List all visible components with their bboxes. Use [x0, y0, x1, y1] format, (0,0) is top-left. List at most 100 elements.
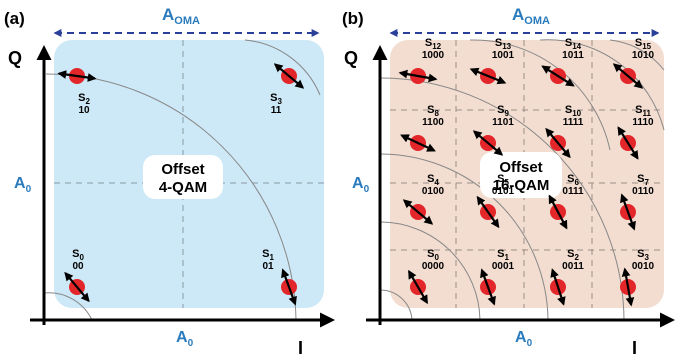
symbol-label: S0 — [72, 248, 84, 262]
panel-a-center-line2: 4-QAM — [159, 179, 207, 196]
symbol-code: 1001 — [492, 50, 515, 61]
panel-b-constellation: S00000S10001S20011S30010S40100S50101S601… — [398, 37, 655, 307]
phase-noise-arrow — [408, 269, 428, 305]
panel-a-a0-bottom: A0 — [176, 329, 194, 349]
phase-noise-arrow — [398, 69, 438, 83]
phase-noise-arrow — [480, 268, 496, 306]
symbol-code: 0111 — [562, 186, 584, 197]
symbol-code: 1110 — [632, 117, 654, 128]
phase-noise-arrow — [621, 267, 635, 307]
symbol-label: S9 — [497, 104, 509, 118]
symbol-code: 1011 — [562, 50, 584, 61]
symbol-code: 1010 — [632, 50, 655, 61]
symbol-label: S6 — [567, 173, 579, 187]
panel-b-oma-label: AOMA — [512, 5, 550, 27]
symbol-label: S10 — [565, 104, 582, 118]
symbol-code: 0011 — [562, 261, 584, 272]
phase-noise-arrow — [57, 70, 97, 82]
symbol-code: 1100 — [422, 117, 444, 128]
phase-noise-arrow — [469, 67, 507, 85]
panel-b-i-label: I — [632, 338, 637, 358]
phase-noise-arrow — [400, 134, 436, 152]
panel-a-i-label: I — [298, 338, 303, 358]
symbol-code: 0010 — [632, 261, 655, 272]
symbol-code: 1111 — [563, 117, 584, 128]
symbol-label: S7 — [637, 173, 649, 187]
panel-a-oma-label: AOMA — [162, 5, 200, 27]
panel-a-label: (a) — [4, 9, 25, 28]
panel-b-label: (b) — [342, 9, 364, 28]
panel-a-a0-left: A0 — [14, 175, 32, 195]
symbol-code: 0001 — [492, 261, 515, 272]
phase-noise-arrow — [541, 65, 575, 87]
symbol-label: S3 — [270, 92, 282, 106]
panel-a-arc-top — [244, 39, 321, 96]
symbol-label: S13 — [495, 37, 512, 51]
phase-noise-arrow — [617, 126, 639, 160]
phase-noise-arrow — [273, 63, 305, 89]
panel-a-center-line1: Offset — [161, 161, 204, 178]
symbol-label: S5 — [497, 173, 509, 187]
phase-noise-arrow — [545, 127, 571, 159]
symbol-label: S8 — [427, 104, 439, 118]
symbol-code: 01 — [262, 261, 274, 272]
phase-noise-arrow — [472, 130, 504, 156]
panel-b-q-label: Q — [344, 48, 358, 68]
panel-b-a0-left: A0 — [352, 175, 370, 195]
phase-noise-arrow — [612, 63, 644, 89]
phase-noise-arrow — [620, 193, 636, 231]
symbol-code: 0000 — [422, 261, 445, 272]
symbol-label: S2 — [567, 248, 579, 262]
symbol-code: 10 — [78, 105, 90, 116]
phase-noise-arrow — [476, 195, 500, 229]
symbol-label: S1 — [262, 248, 274, 262]
symbol-code: 0100 — [422, 186, 445, 197]
symbol-code: 1101 — [492, 117, 514, 128]
panel-b-a0-bottom: A0 — [515, 329, 533, 349]
symbol-label: S12 — [425, 37, 442, 51]
symbol-code: 0101 — [492, 186, 515, 197]
phase-noise-arrow — [402, 199, 434, 225]
symbol-label: S2 — [78, 92, 90, 106]
phase-noise-arrow — [548, 194, 568, 230]
symbol-code: 0110 — [632, 186, 654, 197]
symbol-label: S3 — [637, 248, 649, 262]
panel-a-center-box — [143, 155, 223, 199]
symbol-label: S11 — [635, 104, 651, 118]
phase-noise-arrow — [64, 271, 90, 303]
symbol-label: S4 — [427, 173, 439, 187]
symbol-label: S1 — [497, 248, 509, 262]
symbol-code: 11 — [271, 105, 282, 116]
symbol-code: 1000 — [422, 50, 445, 61]
panel-a-q-label: Q — [8, 48, 22, 68]
panel-b-center-line1: Offset — [499, 159, 542, 176]
panel-a-arc-outer — [45, 73, 297, 321]
panel-b: (b) AOMA Q I A0 A0 Offset 16-QAM S00000S… — [342, 5, 675, 358]
panel-b-center-box — [480, 152, 562, 198]
phase-noise-arrow — [550, 268, 566, 306]
panel-b-center-line2: 16-QAM — [493, 177, 550, 194]
symbol-label: S15 — [635, 37, 652, 51]
symbol-label: S14 — [565, 37, 582, 51]
symbol-label: S0 — [427, 248, 439, 262]
